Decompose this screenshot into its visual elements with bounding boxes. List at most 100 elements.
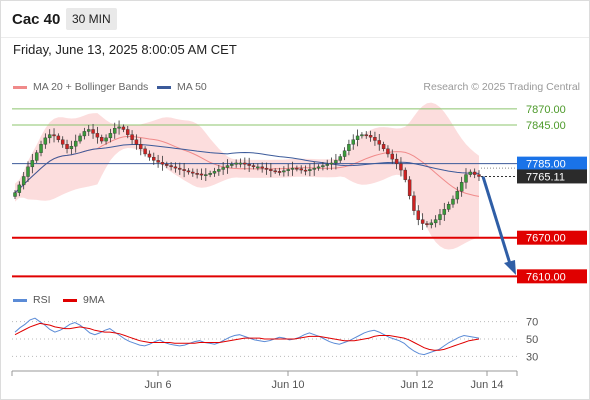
candle-body (182, 169, 186, 171)
candle-body (360, 134, 364, 137)
candle-body (247, 164, 251, 166)
candle-body (208, 173, 212, 175)
candle-body (65, 144, 69, 150)
candle-body (433, 219, 438, 224)
candle-body (221, 167, 225, 170)
candle-body (264, 167, 269, 170)
candle-body (464, 174, 468, 183)
candle-body (260, 166, 264, 169)
candle-body (381, 144, 386, 150)
level-label-current: 7765.11 (526, 171, 565, 183)
candle-body (451, 198, 455, 205)
header-bar: Cac 40 30 MIN (1, 1, 589, 38)
candle-body (52, 134, 56, 137)
candle-body (394, 158, 399, 164)
candle-body (95, 133, 100, 138)
candle-body (87, 129, 91, 132)
candle-body (438, 214, 442, 220)
projection-arrow-head (504, 260, 516, 276)
candle-body (104, 137, 108, 142)
candle-body (17, 184, 22, 193)
candle-body (160, 162, 165, 165)
candle-body (21, 176, 26, 186)
candle-body (468, 171, 473, 175)
candle-body (342, 150, 347, 157)
candle-body (147, 153, 152, 158)
candle-body (121, 126, 126, 130)
candle-body (199, 173, 204, 176)
rsi-tick-label: 30 (526, 351, 538, 363)
candle-body (78, 135, 82, 142)
instrument-title: Cac 40 (12, 11, 61, 28)
candle-body (225, 165, 230, 168)
candle-body (446, 204, 451, 210)
candle-body (420, 219, 425, 224)
candle-body (238, 162, 243, 165)
level-label-bg-pivot (517, 156, 587, 171)
candle-body (407, 179, 412, 197)
timestamp: Friday, June 13, 2025 8:00:05 AM CET (13, 42, 237, 57)
candle-body (30, 160, 35, 168)
candle-body (60, 139, 65, 145)
candle-body (386, 148, 390, 155)
candle-body (204, 174, 208, 176)
candle-body (455, 191, 460, 200)
candle-body (412, 195, 416, 211)
candle-body (256, 166, 260, 169)
candle-body (108, 133, 113, 139)
candle-body (377, 140, 381, 145)
legend-rsi-ma-swatch (63, 298, 77, 302)
candle-body (195, 173, 199, 175)
candle-body (143, 148, 147, 155)
candle-body (126, 129, 130, 135)
legend-ma50: MA 50 (157, 81, 207, 93)
interval-selector[interactable]: 30 MIN (66, 8, 117, 30)
level-label-pivot: 7785.00 (526, 159, 566, 171)
candle-body (82, 131, 87, 137)
candle-body (290, 167, 295, 170)
candle-body (368, 135, 373, 138)
candle-body (47, 134, 52, 139)
candle-body (347, 144, 351, 151)
candle-body (69, 146, 74, 150)
candle-body (316, 166, 321, 169)
candle-body (230, 164, 234, 166)
level-label-bg-support (517, 230, 587, 245)
candle-body (173, 166, 178, 169)
candle-body (156, 160, 160, 163)
legend-rsi-ma-label: 9MA (83, 294, 105, 306)
candle-body (442, 209, 447, 215)
x-axis-label: Jun 6 (145, 379, 172, 391)
candle-body (13, 192, 17, 197)
candle-body (308, 169, 312, 171)
rsi-line (14, 317, 480, 356)
candle-body (152, 156, 156, 161)
candle-body (43, 137, 48, 145)
candle-body (303, 169, 308, 172)
candle-body (459, 182, 464, 192)
candle-body (134, 139, 139, 145)
level-label-resistance: 7845.00 (526, 120, 566, 132)
candle-body (165, 164, 169, 166)
candle-body (186, 170, 191, 173)
candle-body (329, 162, 334, 165)
candle-body (477, 174, 481, 177)
rsi-ma-line (14, 322, 480, 351)
candle-body (212, 171, 217, 174)
candle-body (295, 167, 299, 170)
level-label-bg-current (517, 169, 587, 184)
candle-body (334, 160, 338, 164)
candle-body (282, 170, 286, 173)
level-label-bg-support (517, 269, 587, 284)
candle-body (299, 168, 303, 171)
candle-body (277, 171, 282, 173)
candle-body (130, 134, 134, 140)
candle-body (39, 144, 43, 153)
candle-body (416, 210, 421, 220)
candle-body (390, 153, 394, 160)
candle-body (273, 170, 277, 173)
candle-body (178, 167, 182, 170)
candle-body (73, 140, 78, 147)
